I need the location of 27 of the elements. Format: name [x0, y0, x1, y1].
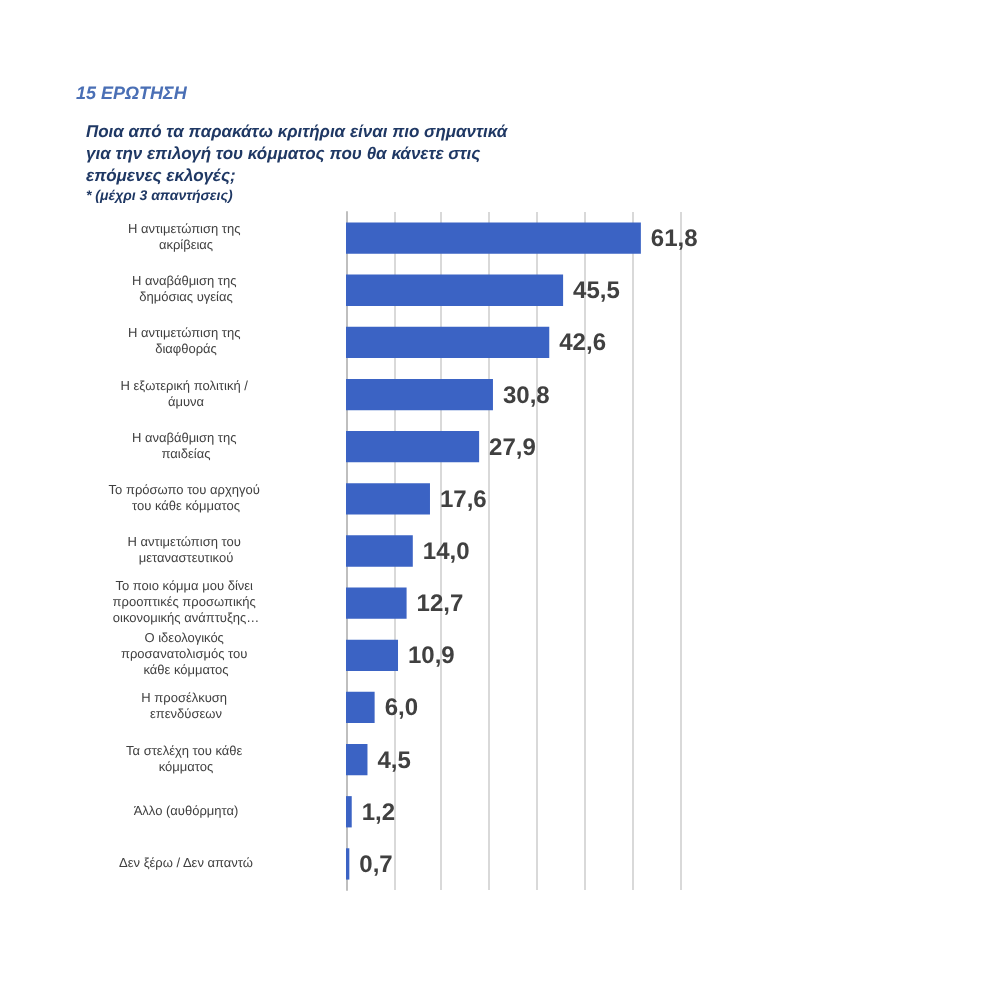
data-label: 4,5: [377, 745, 412, 774]
bar: [346, 691, 375, 724]
bar: [346, 378, 493, 411]
bar: [346, 326, 550, 359]
data-label: 10,9: [408, 641, 456, 670]
data-label: 27,9: [489, 432, 537, 461]
bar: [346, 796, 352, 828]
chart-title: Ποια από τα παρακάτω κριτήρια είναι πιο σημαντικά για την επιλογή του κόμματος που θα κάνετε στις επόμενες εκλογές;: [86, 121, 512, 185]
data-label: 14,0: [422, 537, 471, 565]
bar: [346, 483, 430, 515]
data-label: 17,6: [439, 484, 488, 513]
data-label: 12,7: [416, 589, 464, 618]
bar: [346, 222, 641, 254]
data-label: 1,2: [361, 797, 396, 826]
bar: [346, 535, 413, 567]
data-label: 42,6: [559, 328, 607, 357]
data-label: 30,8: [502, 380, 551, 409]
bar: [346, 431, 480, 463]
data-label: 45,5: [573, 276, 621, 305]
data-label: 6,0: [384, 693, 419, 722]
data-label: 0,7: [359, 849, 394, 878]
bar: [346, 743, 368, 776]
text: 15 ΕΡΩΤΗΣΗ: [76, 83, 188, 103]
bar: [346, 587, 407, 619]
bar: [346, 639, 399, 671]
bar: [346, 274, 564, 306]
data-label: 61,8: [650, 224, 699, 253]
